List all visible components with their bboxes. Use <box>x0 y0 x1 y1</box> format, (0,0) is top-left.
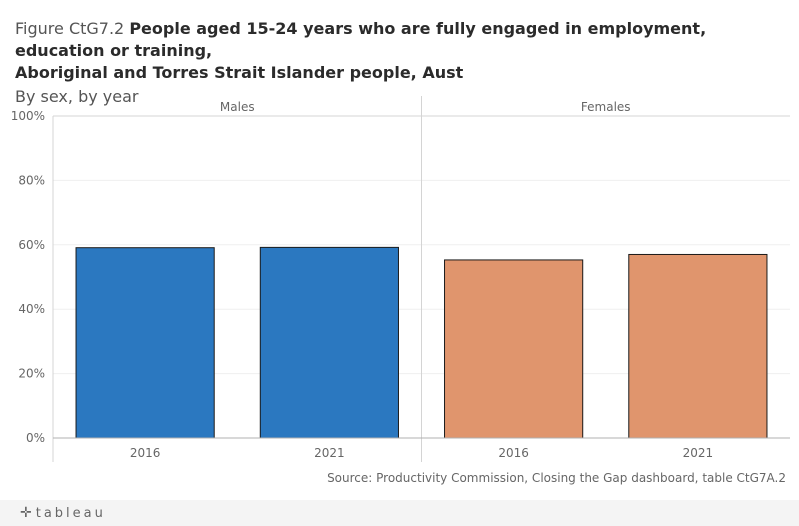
chart-subtitle: By sex, by year <box>15 87 139 106</box>
tableau-logo-text: tableau <box>35 506 106 521</box>
bar-males-2021 <box>259 246 399 439</box>
bar-females-2016 <box>444 259 584 439</box>
bar-females-2021 <box>628 253 768 439</box>
y-tick-label: 80% <box>18 173 45 187</box>
chart-title-prefix: Figure CtG7.2 <box>15 19 125 38</box>
source-note: Source: Productivity Commission, Closing… <box>327 471 786 485</box>
x-tick-label: 2016 <box>130 446 161 460</box>
chart-title-line-1: Figure CtG7.2 People aged 15-24 years wh… <box>15 18 790 62</box>
bar-males-2016 <box>75 247 215 439</box>
tableau-plus-icon: ✛ <box>20 505 32 521</box>
x-tick-label: 2016 <box>498 446 529 460</box>
tableau-footer-bar: ✛ tableau <box>0 500 799 526</box>
chart-title-line-2: Aboriginal and Torres Strait Islander pe… <box>15 62 790 84</box>
y-tick-label: 40% <box>18 302 45 316</box>
y-tick-label: 20% <box>18 367 45 381</box>
chart-title-block: Figure CtG7.2 People aged 15-24 years wh… <box>15 18 790 108</box>
chart-title-main-2: Aboriginal and Torres Strait Islander pe… <box>15 63 464 82</box>
chart-title-main-1: People aged 15-24 years who are fully en… <box>15 19 707 60</box>
tableau-logo[interactable]: ✛ tableau <box>20 505 106 521</box>
x-tick-label: 2021 <box>314 446 345 460</box>
x-tick-label: 2021 <box>683 446 714 460</box>
y-tick-label: 60% <box>18 238 45 252</box>
panel-header-males: Males <box>220 100 255 114</box>
bar-chart: 0% 20% 40% 60% 80% 100% Males 2016 2021 Females 20… <box>11 96 790 462</box>
y-tick-label: 100% <box>11 109 45 123</box>
y-tick-label: 0% <box>26 431 45 445</box>
panel-header-females: Females <box>581 100 631 114</box>
